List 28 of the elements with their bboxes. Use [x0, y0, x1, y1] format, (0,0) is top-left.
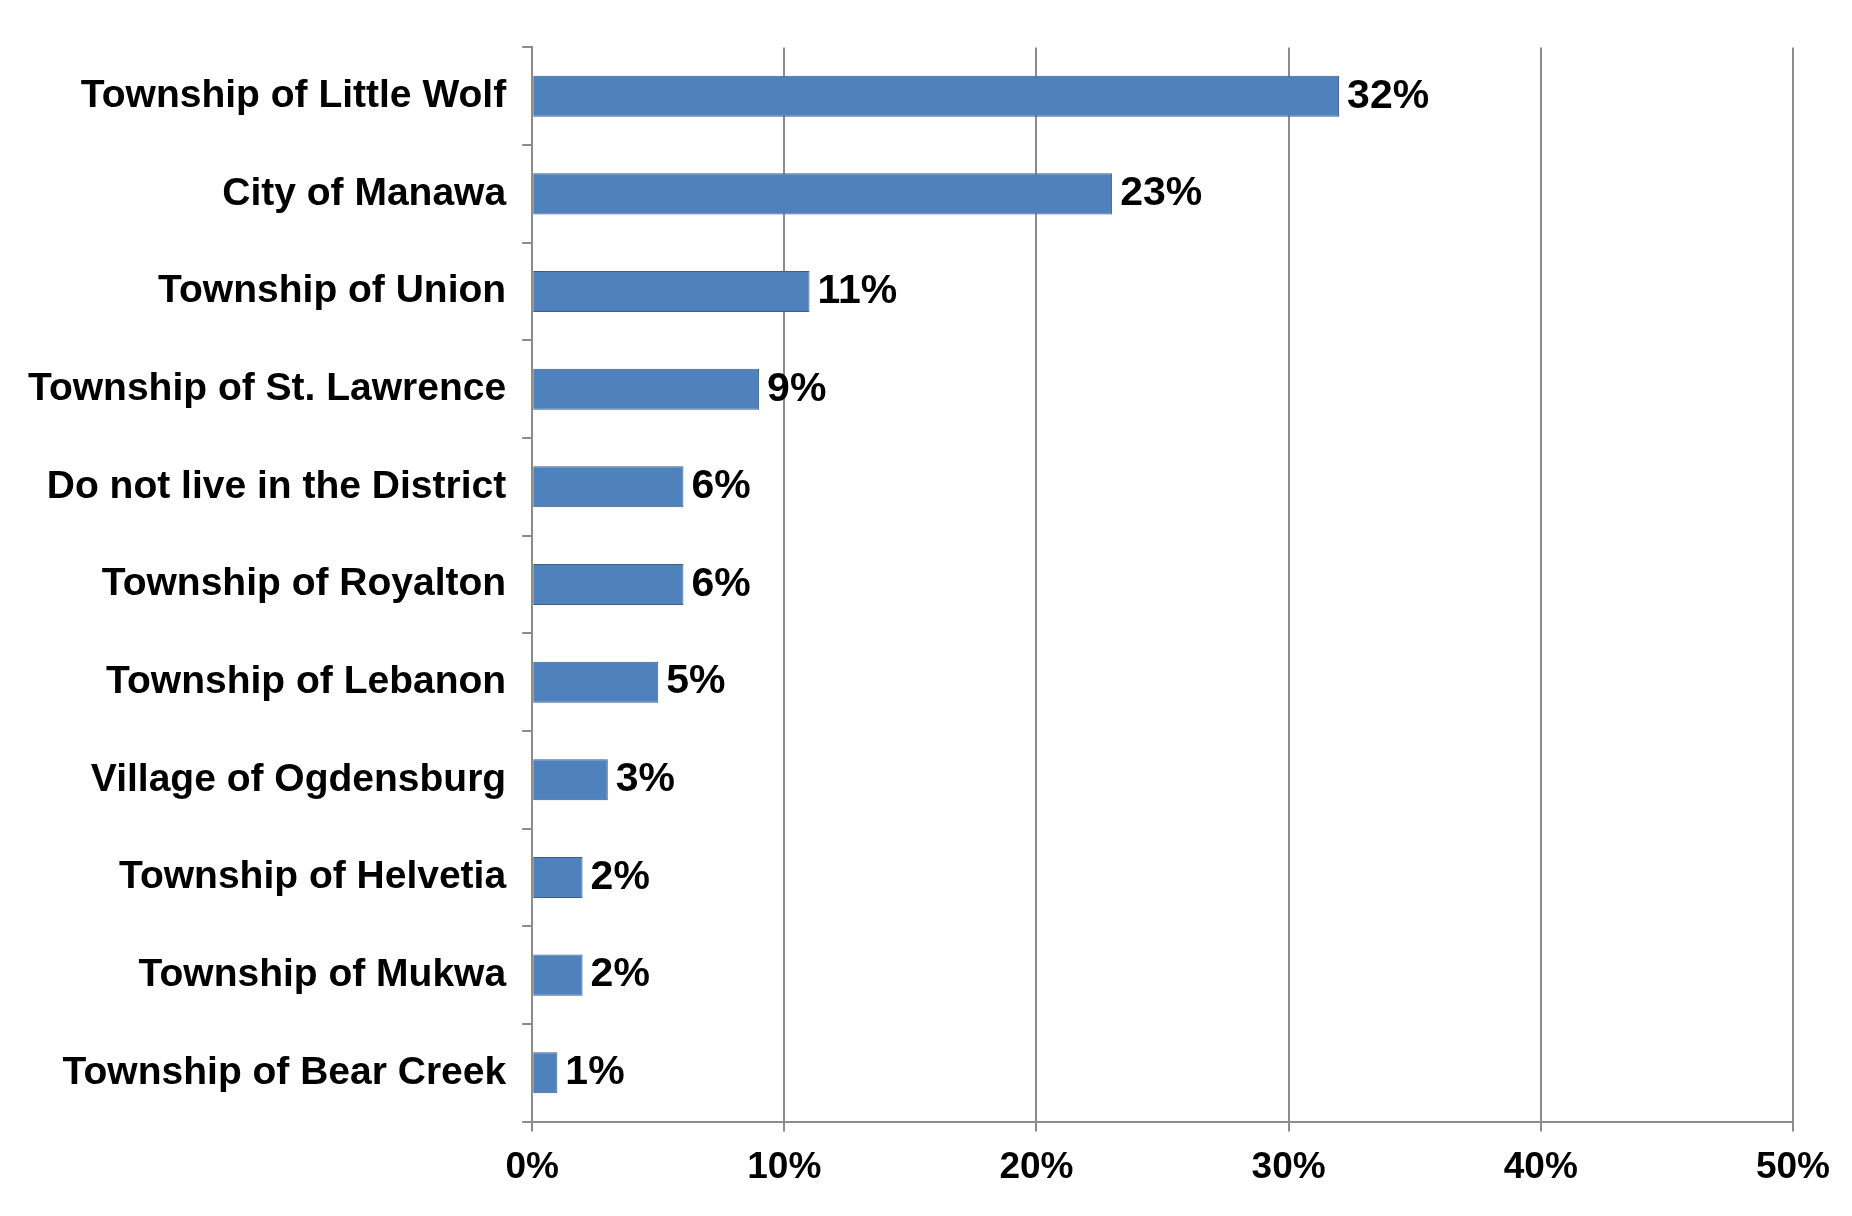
y-tick-label: Township of Helvetia [118, 853, 507, 897]
data-label: 6% [691, 461, 751, 508]
data-label: 9% [767, 363, 827, 410]
y-tick-label: Village of Ogdensburg [90, 755, 507, 799]
data-label: 1% [565, 1047, 625, 1094]
x-tick-label: 20% [999, 1145, 1074, 1186]
y-tick-label: Township of Lebanon [106, 657, 507, 701]
data-label: 3% [615, 754, 676, 801]
data-label: 5% [666, 656, 726, 703]
data-label: 11% [817, 265, 898, 312]
y-tick-label: Township of Little Wolf [80, 71, 508, 115]
x-tick-label: 30% [1251, 1145, 1326, 1186]
y-tick-label: Do not live in the District [46, 462, 507, 506]
y-tick-label: Township of Union [158, 267, 507, 311]
x-tick-label: 0% [505, 1145, 559, 1186]
data-label: 32% [1347, 70, 1430, 117]
x-tick-label: 40% [1503, 1145, 1578, 1186]
data-label: 2% [590, 851, 650, 898]
x-tick-label: 50% [1755, 1145, 1830, 1186]
y-tick-label: Township of Bear Creek [62, 1048, 507, 1092]
y-tick-label: Township of Royalton [101, 560, 507, 604]
data-label: 2% [590, 949, 650, 996]
data-label: 23% [1120, 168, 1203, 215]
y-tick-label: Township of Mukwa [138, 950, 507, 994]
x-tick-label: 10% [747, 1145, 822, 1186]
y-tick-label: Township of St. Lawrence [27, 364, 507, 408]
y-tick-label: City of Manawa [222, 169, 507, 213]
data-label: 6% [691, 558, 751, 605]
